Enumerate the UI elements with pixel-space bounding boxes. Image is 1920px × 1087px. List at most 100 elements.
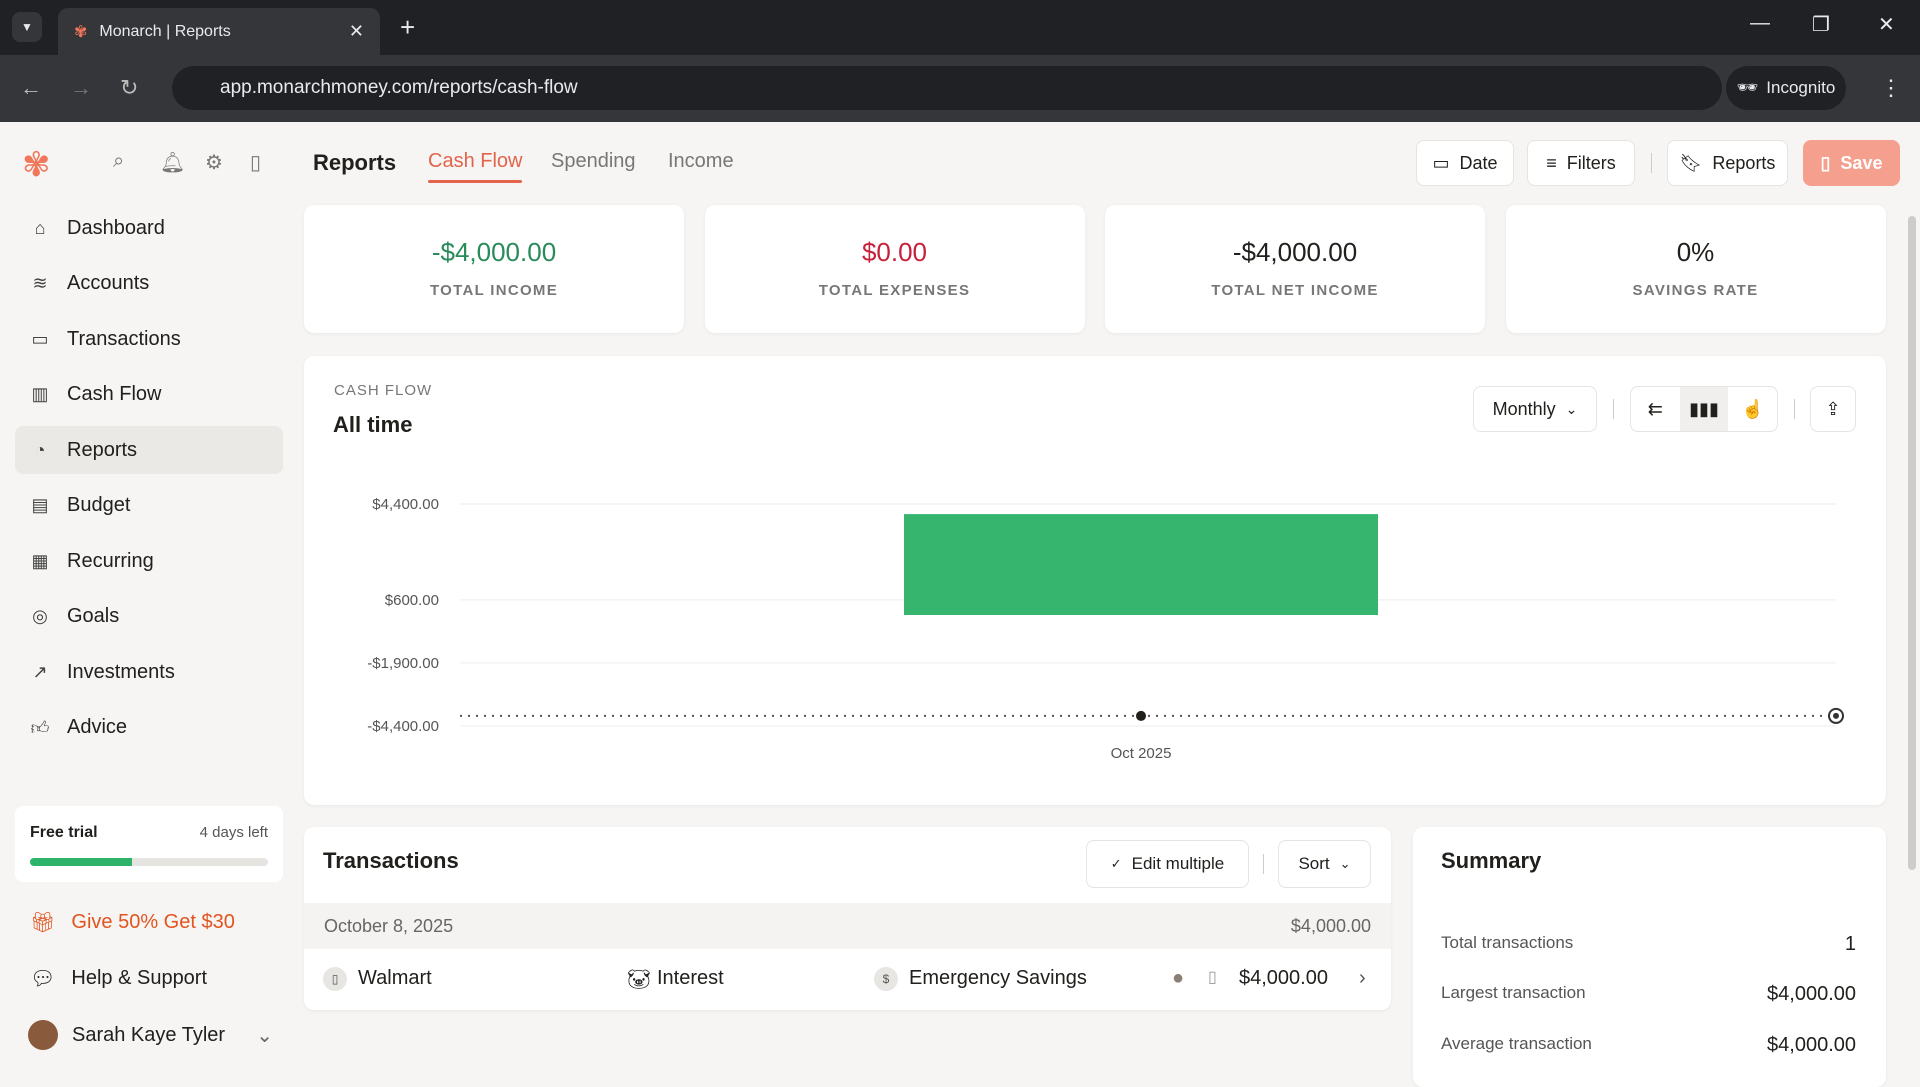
scrollbar[interactable] <box>1908 216 1916 870</box>
url-input[interactable]: app.monarchmoney.com/reports/cash-flow <box>172 66 1722 110</box>
sidebar-item-goals[interactable]: ◎ Goals <box>15 593 283 641</box>
referral-link[interactable]: 🎁︎ Give 50% Get $30 <box>30 910 235 935</box>
export-button[interactable]: ⇪ <box>1810 386 1856 432</box>
referral-label: Give 50% Get $30 <box>71 911 235 933</box>
sidebar-item-cash-flow[interactable]: ▥ Cash Flow <box>15 371 283 419</box>
user-name: Sarah Kaye Tyler <box>72 1023 226 1046</box>
tab-cash-flow[interactable]: Cash Flow <box>428 150 523 183</box>
address-bar-row: ← → ↻ app.monarchmoney.com/reports/cash-… <box>0 55 1920 122</box>
trial-progress-fill <box>30 858 133 866</box>
user-menu[interactable]: Sarah Kaye Tyler ⌄ <box>28 1020 273 1050</box>
summary-value: $4,000.00 <box>1767 983 1856 1005</box>
gear-icon[interactable]: ⚙ <box>205 152 223 174</box>
close-window-button[interactable]: ✕ <box>1878 14 1895 36</box>
sidebar-item-label: Accounts <box>67 272 150 294</box>
check-icon: ✓ <box>1110 856 1122 871</box>
stat-card-total-net-income: -$4,000.00 TOTAL NET INCOME <box>1105 205 1485 333</box>
y-tick-label: $600.00 <box>385 592 439 609</box>
monarch-favicon-icon: ✾ <box>74 23 88 41</box>
reports-button[interactable]: 🔖︎ Reports <box>1667 140 1788 186</box>
tab-income[interactable]: Income <box>668 150 734 172</box>
account-name[interactable]: Emergency Savings <box>909 967 1087 989</box>
avatar <box>28 1020 58 1050</box>
chart-type-toggle[interactable]: ⇇ ▮▮▮ ☝ <box>1630 386 1778 432</box>
sidebar-item-investments[interactable]: ↗ Investments <box>15 648 283 696</box>
layers-icon: ≋ <box>32 273 48 293</box>
table-row[interactable]: ▯ Walmart 🐷︎ Interest $ Emergency Saving… <box>304 955 1391 1001</box>
sidebar-item-budget[interactable]: ▤ Budget <box>15 482 283 530</box>
bookmark-icon: 🔖︎ <box>1679 152 1703 173</box>
calendar-icon: ▦ <box>31 550 49 571</box>
search-icon[interactable]: ⌕ <box>113 150 125 172</box>
sidebar-item-accounts[interactable]: ≋ Accounts <box>15 260 283 308</box>
sidebar-item-label: Investments <box>67 660 175 683</box>
tab-spending[interactable]: Spending <box>551 150 636 172</box>
merchant-logo-icon: ▯ <box>323 967 347 991</box>
stat-value: -$4,000.00 <box>1232 237 1358 267</box>
trend-up-icon: ↗ <box>32 661 48 682</box>
account-icon: $ <box>874 967 898 991</box>
transaction-date-group: October 8, 2025 $4,000.00 <box>304 903 1391 949</box>
status-dot-icon: ● <box>1172 967 1185 989</box>
trial-progress-bar <box>30 858 268 866</box>
close-tab-icon[interactable]: ✕ <box>348 21 364 41</box>
back-icon[interactable]: ← <box>20 75 42 100</box>
incognito-badge[interactable]: 🕶 Incognito <box>1726 66 1846 110</box>
minimize-button[interactable]: — <box>1750 12 1770 34</box>
line-end-dot <box>1833 712 1839 719</box>
help-support-link[interactable]: 💬︎ Help & Support <box>30 966 207 991</box>
summary-row: Largest transaction $4,000.00 <box>1441 983 1856 1006</box>
incognito-label: Incognito <box>1766 78 1836 97</box>
stat-label: SAVINGS RATE <box>1632 282 1759 299</box>
bar-chart-icon[interactable]: ▮▮▮ <box>1679 387 1729 431</box>
bar <box>904 514 1378 615</box>
new-tab-button[interactable]: + <box>400 12 416 42</box>
browser-tab[interactable]: ✾ Monarch | Reports ✕ <box>58 8 380 55</box>
stacked-chart-icon[interactable]: ☝ <box>1741 398 1764 419</box>
sidebar-item-label: Goals <box>67 605 120 627</box>
restore-button[interactable]: ❐ <box>1812 14 1830 36</box>
sidebar-item-advice[interactable]: 👍︎ Advice <box>15 704 283 752</box>
tab-search-button[interactable]: ▼ <box>12 12 42 42</box>
edit-multiple-button[interactable]: ✓ Edit multiple <box>1086 840 1249 888</box>
group-total: $4,000.00 <box>1290 915 1371 936</box>
sidebar-item-label: Recurring <box>67 549 154 572</box>
sidebar-item-transactions[interactable]: ▭ Transactions <box>15 315 283 363</box>
forward-icon[interactable]: → <box>70 75 92 100</box>
summary-title: Summary <box>1441 848 1542 873</box>
save-button[interactable]: ▯ Save <box>1803 140 1900 186</box>
summary-label: Average transaction <box>1441 1034 1592 1053</box>
category-name[interactable]: Interest <box>657 967 724 989</box>
divider <box>1613 399 1614 419</box>
summary-value: 1 <box>1844 933 1856 955</box>
trial-days-left: 4 days left <box>199 824 268 841</box>
chevron-right-icon[interactable]: › <box>1359 967 1366 989</box>
menu-icon[interactable]: ⋮ <box>1880 75 1902 100</box>
sidebar-item-recurring[interactable]: ▦ Recurring <box>15 537 283 585</box>
filters-button[interactable]: ≡ Filters <box>1527 140 1635 186</box>
stat-value: 0% <box>1676 237 1715 267</box>
sidebar-item-reports[interactable]: ◔ Reports <box>15 426 283 474</box>
sidebar-toggle-icon[interactable]: ▯ <box>250 152 262 174</box>
bell-icon[interactable]: 🔔︎ <box>160 152 186 174</box>
sidebar-item-label: Reports <box>67 438 138 461</box>
sort-button[interactable]: Sort ⌄ <box>1278 840 1371 888</box>
period-select[interactable]: Monthly ⌄ <box>1473 386 1597 432</box>
chart-title: All time <box>333 412 413 437</box>
reload-icon[interactable]: ↻ <box>120 75 139 100</box>
url-text: app.monarchmoney.com/reports/cash-flow <box>220 77 578 98</box>
sankey-chart-icon[interactable]: ⇇ <box>1647 398 1663 419</box>
free-trial-box[interactable]: Free trial 4 days left <box>15 806 283 882</box>
trial-label: Free trial <box>30 824 98 841</box>
monarch-logo[interactable]: ✾ <box>22 146 51 184</box>
help-label: Help & Support <box>71 967 208 989</box>
sidebar-item-dashboard[interactable]: ⌂ Dashboard <box>15 204 283 252</box>
save-label: Save <box>1840 152 1883 173</box>
target-icon: ◎ <box>32 606 48 626</box>
divider <box>1794 399 1795 419</box>
sidebar-item-label: Transactions <box>67 327 181 350</box>
merchant-name[interactable]: Walmart <box>358 967 432 989</box>
date-button[interactable]: ▭ Date <box>1416 140 1514 186</box>
stat-card-total-income: -$4,000.00 TOTAL INCOME <box>304 205 684 333</box>
